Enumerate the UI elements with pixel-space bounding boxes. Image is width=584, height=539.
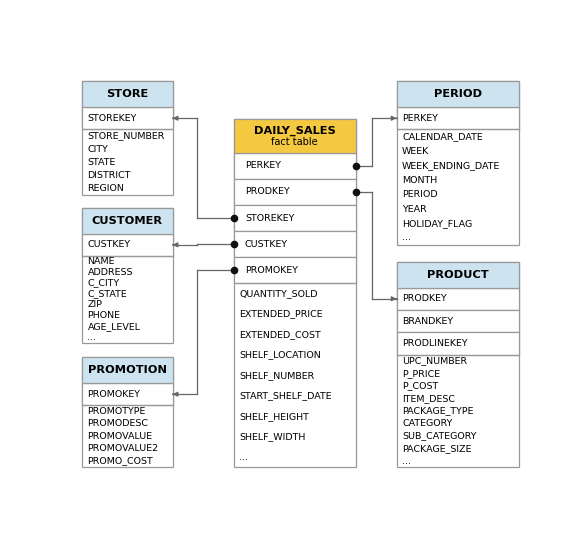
Text: UPC_NUMBER: UPC_NUMBER: [402, 356, 467, 365]
Bar: [397, 81, 519, 245]
Text: BRANDKEY: BRANDKEY: [402, 317, 453, 326]
Text: PROMO_COST: PROMO_COST: [88, 457, 153, 466]
Text: EXTENDED_PRICE: EXTENDED_PRICE: [239, 309, 323, 319]
Text: HOLIDAY_FLAG: HOLIDAY_FLAG: [402, 219, 472, 228]
Text: DAILY_SALES: DAILY_SALES: [254, 126, 336, 136]
Text: PROMODESC: PROMODESC: [88, 419, 148, 429]
Text: fact table: fact table: [272, 137, 318, 147]
Text: PRODKEY: PRODKEY: [245, 188, 290, 196]
Bar: [397, 107, 519, 129]
Text: WEEK: WEEK: [402, 147, 429, 156]
Text: EXTENDED_COST: EXTENDED_COST: [239, 330, 321, 339]
Text: PACKAGE_SIZE: PACKAGE_SIZE: [402, 444, 471, 453]
Bar: [397, 310, 519, 333]
Text: PRODLINEKEY: PRODLINEKEY: [402, 339, 468, 348]
Bar: [234, 119, 356, 153]
Text: CALENDAR_DATE: CALENDAR_DATE: [402, 132, 483, 141]
Text: PERKEY: PERKEY: [245, 161, 281, 170]
Bar: [82, 208, 173, 343]
Text: PROMOKEY: PROMOKEY: [88, 390, 141, 399]
Text: PERIOD: PERIOD: [402, 190, 437, 199]
Text: PROMOTION: PROMOTION: [88, 365, 167, 375]
Bar: [82, 357, 173, 467]
Text: AGE_LEVEL: AGE_LEVEL: [88, 322, 141, 331]
Text: ZIP: ZIP: [88, 300, 102, 309]
Bar: [82, 383, 173, 405]
Bar: [234, 257, 356, 284]
Text: SHELF_HEIGHT: SHELF_HEIGHT: [239, 412, 309, 420]
Bar: [397, 262, 519, 287]
Text: PHONE: PHONE: [88, 311, 120, 320]
Text: MONTH: MONTH: [402, 176, 437, 184]
Bar: [234, 231, 356, 257]
Text: CITY: CITY: [88, 145, 109, 154]
Text: ...: ...: [402, 233, 411, 243]
Text: ITEM_DESC: ITEM_DESC: [402, 394, 455, 403]
Bar: [397, 333, 519, 355]
Text: STORE_NUMBER: STORE_NUMBER: [88, 132, 165, 141]
Text: QUANTITY_SOLD: QUANTITY_SOLD: [239, 289, 318, 298]
Text: PRODUCT: PRODUCT: [427, 270, 489, 280]
Text: STOREKEY: STOREKEY: [245, 213, 294, 223]
Bar: [82, 81, 173, 107]
Text: NAME: NAME: [88, 257, 115, 266]
Text: PERIOD: PERIOD: [434, 89, 482, 99]
Text: ...: ...: [239, 453, 248, 461]
Text: SHELF_NUMBER: SHELF_NUMBER: [239, 371, 314, 380]
Text: WEEK_ENDING_DATE: WEEK_ENDING_DATE: [402, 161, 500, 170]
Text: REGION: REGION: [88, 184, 124, 194]
Text: P_COST: P_COST: [402, 382, 438, 391]
Text: START_SHELF_DATE: START_SHELF_DATE: [239, 391, 332, 400]
Text: SHELF_WIDTH: SHELF_WIDTH: [239, 432, 305, 441]
Bar: [397, 81, 519, 107]
Text: STATE: STATE: [88, 158, 116, 167]
Text: ...: ...: [402, 457, 411, 466]
Bar: [397, 287, 519, 310]
Text: YEAR: YEAR: [402, 204, 427, 213]
Text: PERKEY: PERKEY: [402, 114, 438, 123]
Text: CATEGORY: CATEGORY: [402, 419, 453, 428]
Text: C_STATE: C_STATE: [88, 289, 127, 299]
Text: PROMOVALUE: PROMOVALUE: [88, 432, 152, 441]
Bar: [82, 233, 173, 256]
Bar: [82, 81, 173, 196]
Text: P_PRICE: P_PRICE: [402, 369, 440, 378]
Bar: [234, 179, 356, 205]
Bar: [234, 205, 356, 231]
Text: STOREKEY: STOREKEY: [88, 114, 137, 123]
Bar: [82, 357, 173, 383]
Text: ADDRESS: ADDRESS: [88, 268, 133, 277]
Text: SHELF_LOCATION: SHELF_LOCATION: [239, 350, 321, 360]
Text: PRODKEY: PRODKEY: [402, 294, 447, 303]
Text: SUB_CATEGORY: SUB_CATEGORY: [402, 432, 477, 440]
Text: ...: ...: [88, 333, 96, 342]
Text: PROMOTYPE: PROMOTYPE: [88, 407, 146, 416]
Bar: [234, 153, 356, 179]
Text: CUSTKEY: CUSTKEY: [88, 240, 131, 250]
Text: DISTRICT: DISTRICT: [88, 171, 131, 180]
Text: PACKAGE_TYPE: PACKAGE_TYPE: [402, 406, 474, 416]
Text: CUSTOMER: CUSTOMER: [92, 216, 163, 226]
Text: C_CITY: C_CITY: [88, 279, 120, 288]
Bar: [234, 119, 356, 467]
Text: PROMOKEY: PROMOKEY: [245, 266, 298, 275]
Bar: [82, 208, 173, 233]
Text: PROMOVALUE2: PROMOVALUE2: [88, 444, 159, 453]
Text: CUSTKEY: CUSTKEY: [245, 240, 288, 248]
Text: STORE: STORE: [106, 89, 148, 99]
Bar: [397, 262, 519, 467]
Bar: [82, 107, 173, 129]
